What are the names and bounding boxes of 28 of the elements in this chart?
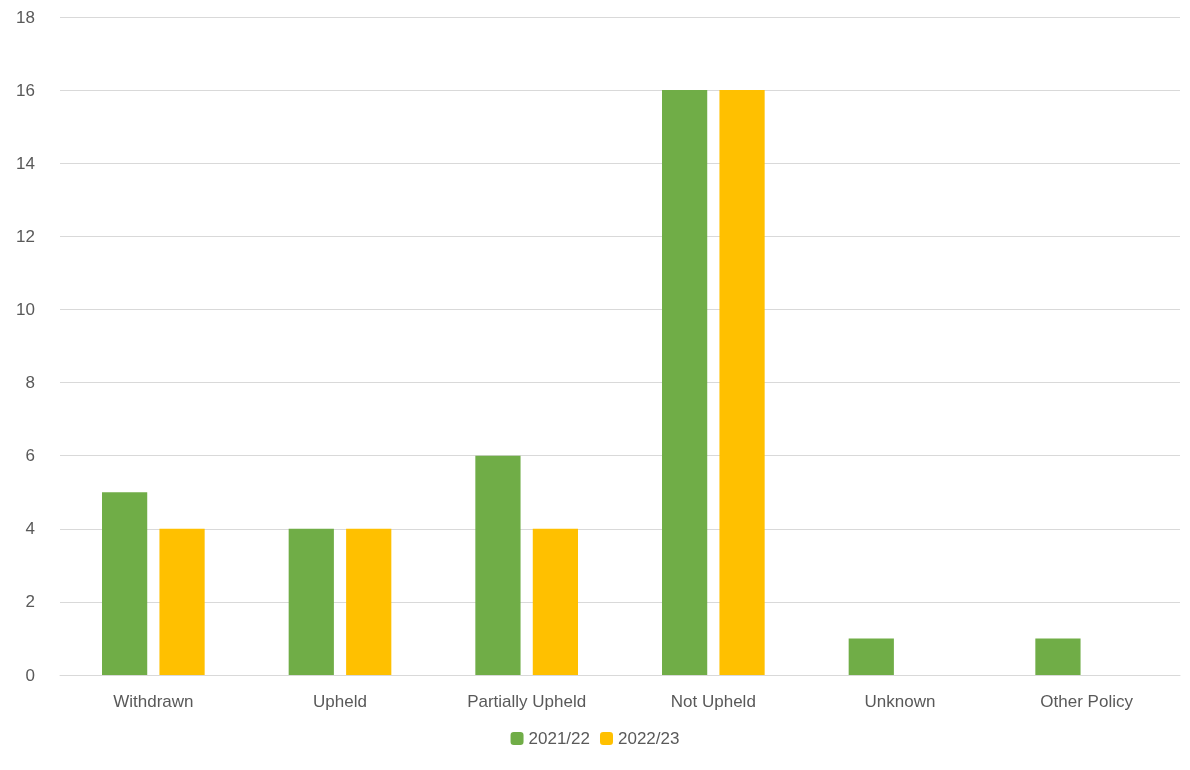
x-tick-label: Other Policy [1040, 692, 1134, 711]
bar [159, 528, 205, 675]
legend-label: 2022/23 [618, 729, 680, 748]
bar [102, 492, 148, 675]
bar [475, 455, 521, 675]
x-tick-label: Unknown [864, 692, 936, 711]
y-tick-label: 14 [16, 153, 35, 173]
y-tick-label: 16 [16, 80, 35, 100]
x-tick-label: Withdrawn [113, 692, 194, 711]
x-tick-label: Not Upheld [670, 692, 756, 711]
bar [662, 90, 708, 675]
bar [1035, 638, 1081, 675]
y-tick-label: 4 [25, 519, 35, 539]
y-tick-label: 10 [16, 299, 35, 319]
y-tick-label: 8 [25, 373, 35, 393]
y-tick-label: 12 [16, 226, 35, 246]
y-tick-label: 18 [16, 7, 35, 27]
bar [288, 528, 334, 675]
bar [848, 638, 894, 675]
bar [346, 528, 392, 675]
y-tick-label: 0 [25, 665, 35, 685]
y-tick-label: 6 [25, 446, 35, 466]
bar [719, 90, 765, 675]
legend-label: 2021/22 [528, 729, 590, 748]
x-tick-label: Upheld [313, 692, 367, 711]
bar [532, 528, 578, 675]
y-tick-label: 2 [25, 592, 35, 612]
x-tick-label: Partially Upheld [467, 692, 587, 711]
